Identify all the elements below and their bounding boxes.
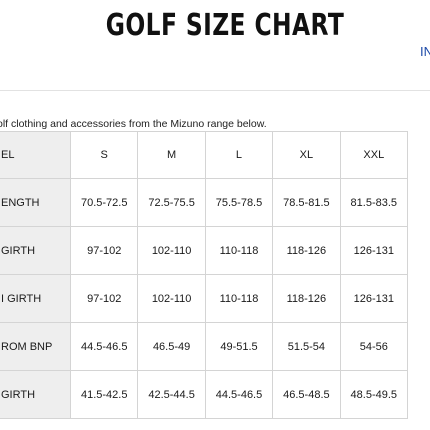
table-cell: 46.5-49 [137, 322, 206, 371]
intro-text: olf clothing and accessories from the Mi… [0, 118, 267, 130]
table-cell: 126-131 [339, 226, 409, 275]
row-label: ROM BNP [0, 322, 72, 371]
table-cell: 118-126 [272, 226, 341, 275]
table-cell: 110-118 [204, 226, 274, 275]
table-row: GIRTH 41.5-42.5 42.5-44.5 44.5-46.5 46.5… [0, 370, 409, 419]
header-cell-size: S [70, 131, 139, 179]
table-cell: 102-110 [137, 226, 206, 275]
table-cell: 126-131 [339, 274, 409, 323]
table-cell: 44.5-46.5 [70, 322, 139, 371]
divider [0, 90, 430, 91]
table-cell: 118-126 [272, 274, 341, 323]
table-row: I GIRTH 97-102 102-110 110-118 118-126 1… [0, 274, 409, 323]
table-row: ENGTH 70.5-72.5 72.5-75.5 75.5-78.5 78.5… [0, 178, 409, 227]
row-label: GIRTH [0, 370, 72, 419]
table-row: ROM BNP 44.5-46.5 46.5-49 49-51.5 51.5-5… [0, 322, 409, 371]
row-label: ENGTH [0, 178, 72, 227]
table-cell: 48.5-49.5 [339, 370, 409, 419]
header-cell-size: XXL [339, 131, 409, 179]
row-label: GIRTH [0, 226, 72, 275]
table-cell: 44.5-46.5 [204, 370, 274, 419]
table-cell: 41.5-42.5 [70, 370, 139, 419]
header-cell-label: EL [0, 131, 72, 179]
header-cell-size: L [204, 131, 274, 179]
table-cell: 54-56 [339, 322, 409, 371]
table-cell: 97-102 [70, 274, 139, 323]
row-label: I GIRTH [0, 274, 72, 323]
table-header-row: EL S M L XL XXL [0, 131, 409, 179]
header-cell-size: XL [272, 131, 341, 179]
table-cell: 70.5-72.5 [70, 178, 139, 227]
table-cell: 75.5-78.5 [204, 178, 274, 227]
table-cell: 51.5-54 [272, 322, 341, 371]
tab-link[interactable]: IN [420, 44, 430, 59]
table-cell: 102-110 [137, 274, 206, 323]
size-chart-table: EL S M L XL XXL ENGTH 70.5-72.5 72.5-75.… [0, 131, 409, 419]
table-cell: 72.5-75.5 [137, 178, 206, 227]
table-cell: 97-102 [70, 226, 139, 275]
table-cell: 110-118 [204, 274, 274, 323]
page-title: GOLF SIZE CHART [105, 8, 345, 43]
table-cell: 78.5-81.5 [272, 178, 341, 227]
table-cell: 81.5-83.5 [339, 178, 409, 227]
table-cell: 49-51.5 [204, 322, 274, 371]
table-cell: 46.5-48.5 [272, 370, 341, 419]
table-row: GIRTH 97-102 102-110 110-118 118-126 126… [0, 226, 409, 275]
table-cell: 42.5-44.5 [137, 370, 206, 419]
header-cell-size: M [137, 131, 206, 179]
